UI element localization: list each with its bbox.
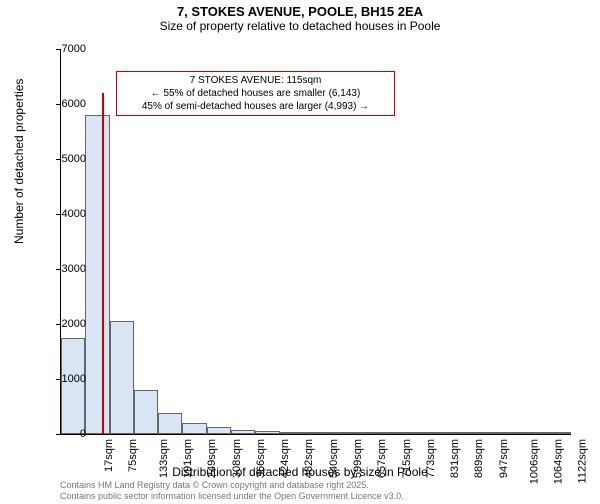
y-tick-mark bbox=[56, 49, 61, 50]
chart-title-main: 7, STOKES AVENUE, POOLE, BH15 2EA bbox=[0, 4, 600, 19]
histogram-bar bbox=[158, 413, 182, 434]
plot-region: 17sqm75sqm133sqm191sqm249sqm308sqm366sqm… bbox=[60, 49, 571, 435]
histogram-bar bbox=[377, 432, 401, 434]
y-tick-mark bbox=[56, 159, 61, 160]
y-tick-mark bbox=[56, 214, 61, 215]
histogram-bar bbox=[85, 115, 109, 434]
y-tick-label: 7000 bbox=[62, 43, 86, 55]
y-tick-label: 3000 bbox=[62, 263, 86, 275]
histogram-bar bbox=[522, 432, 546, 434]
y-tick-label: 1000 bbox=[62, 373, 86, 385]
histogram-bar bbox=[474, 432, 498, 434]
footer-line-2: Contains public sector information licen… bbox=[60, 491, 404, 502]
y-tick-label: 4000 bbox=[62, 208, 86, 220]
histogram-bar bbox=[231, 430, 255, 434]
y-tick-label: 5000 bbox=[62, 153, 86, 165]
property-marker-line bbox=[102, 93, 104, 434]
histogram-bar bbox=[547, 432, 571, 434]
y-tick-mark bbox=[56, 324, 61, 325]
x-axis-label: Distribution of detached houses by size … bbox=[0, 465, 600, 479]
annotation-line: ← 55% of detached houses are smaller (6,… bbox=[123, 87, 388, 100]
histogram-bar bbox=[280, 432, 304, 434]
histogram-bar bbox=[61, 338, 85, 434]
histogram-bar bbox=[304, 432, 328, 434]
histogram-bar bbox=[134, 390, 158, 434]
y-axis-label: Number of detached properties bbox=[12, 79, 26, 244]
y-tick-label: 2000 bbox=[62, 318, 86, 330]
footer-attribution: Contains HM Land Registry data © Crown c… bbox=[60, 480, 404, 502]
y-tick-mark bbox=[56, 104, 61, 105]
histogram-bar bbox=[255, 431, 279, 434]
histogram-bar bbox=[110, 321, 134, 434]
histogram-bar bbox=[450, 432, 474, 434]
histogram-bar bbox=[498, 432, 522, 434]
chart-area: 17sqm75sqm133sqm191sqm249sqm308sqm366sqm… bbox=[60, 49, 570, 434]
annotation-box: 7 STOKES AVENUE: 115sqm← 55% of detached… bbox=[116, 71, 395, 116]
histogram-bar bbox=[352, 432, 376, 434]
footer-line-1: Contains HM Land Registry data © Crown c… bbox=[60, 480, 404, 491]
histogram-bar bbox=[328, 432, 352, 434]
y-tick-label: 0 bbox=[80, 428, 86, 440]
histogram-bar bbox=[207, 427, 231, 434]
histogram-bar bbox=[182, 423, 206, 434]
y-tick-mark bbox=[56, 434, 61, 435]
annotation-line: 7 STOKES AVENUE: 115sqm bbox=[123, 74, 388, 87]
annotation-line: 45% of semi-detached houses are larger (… bbox=[123, 100, 388, 113]
y-tick-label: 6000 bbox=[62, 98, 86, 110]
y-tick-mark bbox=[56, 269, 61, 270]
histogram-bar bbox=[425, 432, 449, 434]
histogram-bar bbox=[401, 432, 425, 434]
chart-title-sub: Size of property relative to detached ho… bbox=[0, 19, 600, 33]
